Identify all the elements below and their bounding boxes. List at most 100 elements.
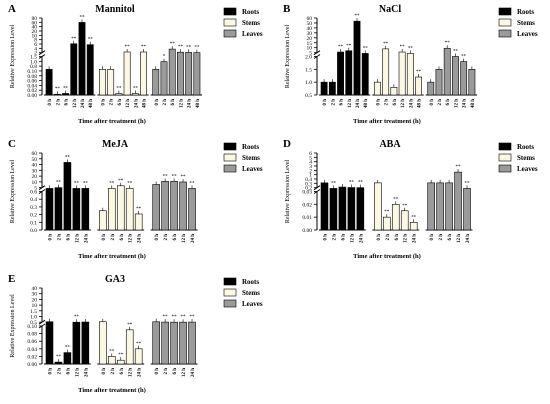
x-tick-label: 48 h bbox=[89, 99, 94, 108]
legend-swatch-leaves bbox=[223, 29, 237, 38]
x-tick-label: 6 h bbox=[173, 234, 178, 241]
x-tick-label: 6 h bbox=[340, 99, 345, 106]
bar bbox=[108, 188, 116, 231]
legend-label: Leaves bbox=[242, 300, 263, 308]
significance-label: ** bbox=[125, 45, 131, 50]
y-tick-label: 0.5 bbox=[305, 93, 312, 99]
significance-label: ** bbox=[136, 207, 142, 212]
significance-label: ** bbox=[63, 86, 69, 91]
y-axis-label: Relative Expression Level bbox=[10, 25, 16, 89]
significance-label: ** bbox=[408, 46, 414, 51]
y-tick-label: 0.00 bbox=[302, 228, 312, 234]
bar bbox=[78, 22, 86, 96]
legend: Roots Stems Leaves bbox=[223, 142, 263, 173]
x-tick-label: 24 h bbox=[84, 234, 89, 243]
x-tick-label: 48 h bbox=[143, 99, 148, 108]
x-tick-label: 24 h bbox=[466, 234, 471, 243]
bar bbox=[400, 210, 409, 231]
bar bbox=[353, 20, 361, 96]
x-tick-label: 6 h bbox=[66, 368, 71, 375]
bar bbox=[62, 93, 69, 96]
significance-label: ** bbox=[74, 181, 80, 186]
x-tick-label: 2 h bbox=[56, 99, 61, 106]
x-tick-label: 12 h bbox=[457, 234, 462, 243]
significance-label: ** bbox=[190, 315, 196, 320]
y-tick-label: 50 bbox=[307, 21, 313, 27]
bar bbox=[63, 352, 72, 365]
significance-label: ** bbox=[118, 353, 124, 358]
legend-label: Leaves bbox=[517, 30, 538, 38]
legend-swatch-roots bbox=[223, 142, 237, 151]
y-tick-label: 40 bbox=[32, 25, 38, 31]
y-tick-label: 6 bbox=[309, 151, 312, 157]
y-tick-label: 0.6 bbox=[30, 190, 37, 196]
x-tick-label: 12 h bbox=[75, 234, 80, 243]
y-tick-label: 0.02 bbox=[27, 88, 37, 94]
bar bbox=[374, 182, 382, 231]
significance-label: ** bbox=[402, 204, 408, 209]
y-tick-label: 1.0 bbox=[305, 80, 312, 86]
x-axis-label: Time after treatment (h) bbox=[353, 118, 421, 125]
x-tick-label: 6 h bbox=[120, 368, 125, 375]
significance-label: ** bbox=[393, 197, 399, 202]
y-tick-label: 1.5 bbox=[30, 309, 37, 315]
significance-label: ** bbox=[109, 349, 115, 354]
bar bbox=[179, 321, 187, 365]
legend-label: Stems bbox=[242, 154, 260, 162]
bar bbox=[382, 48, 390, 96]
x-tick-label: 48 h bbox=[364, 99, 369, 108]
x-tick-label: 0 h bbox=[323, 234, 328, 241]
legend-swatch-stems bbox=[223, 153, 237, 162]
y-tick-label: 1.0 bbox=[30, 59, 37, 65]
y-tick-label: 0.2 bbox=[305, 186, 312, 192]
x-tick-label: 0 h bbox=[155, 234, 160, 241]
y-tick-label: 5 bbox=[309, 51, 312, 57]
significance-label: ** bbox=[346, 44, 352, 49]
y-tick-label: 2 bbox=[34, 51, 37, 57]
bar bbox=[435, 69, 443, 96]
bar bbox=[140, 51, 147, 96]
y-tick-label: 4 bbox=[309, 160, 312, 166]
x-tick-label: 6 h bbox=[173, 368, 178, 375]
bar bbox=[125, 188, 134, 231]
panel-letter: C bbox=[8, 138, 16, 150]
legend-swatch-roots bbox=[498, 7, 512, 16]
x-tick-label: 24 h bbox=[359, 234, 364, 243]
significance-label: ** bbox=[194, 46, 200, 51]
significance-label: ** bbox=[170, 42, 176, 47]
x-tick-label: 0 h bbox=[102, 368, 107, 375]
x-tick-label: 6 h bbox=[395, 234, 400, 241]
y-tick-label: 0.2 bbox=[30, 213, 37, 219]
y-tick-label: 0.02 bbox=[27, 354, 37, 360]
x-tick-label: 24 h bbox=[134, 99, 139, 108]
x-tick-label: 0 h bbox=[376, 99, 381, 106]
bar bbox=[72, 321, 81, 365]
y-tick-label: 30 bbox=[307, 31, 313, 37]
legend-swatch-leaves bbox=[498, 164, 512, 173]
significance-label: ** bbox=[55, 87, 61, 92]
bar bbox=[179, 181, 187, 231]
chart-title: NaCl bbox=[379, 4, 401, 15]
x-tick-label: 2 h bbox=[164, 234, 169, 241]
panel-letter: A bbox=[8, 3, 16, 15]
y-tick-label: 50 bbox=[32, 157, 38, 163]
x-tick-label: 0 h bbox=[430, 99, 435, 106]
significance-label: ** bbox=[163, 174, 169, 179]
bar bbox=[152, 184, 160, 231]
y-tick-label: 10 bbox=[307, 46, 313, 52]
significance-label: ** bbox=[136, 342, 142, 347]
legend-label: Leaves bbox=[517, 165, 538, 173]
bar bbox=[123, 51, 131, 96]
x-tick-label: 24 h bbox=[84, 368, 89, 377]
legend-swatch-leaves bbox=[498, 29, 512, 38]
bar bbox=[168, 48, 176, 96]
y-tick-label: 20 bbox=[307, 36, 313, 42]
legend-swatch-leaves bbox=[223, 299, 237, 308]
bar bbox=[188, 188, 196, 231]
chart-panel-A: A Mannitol 806040201086421.51.00.80.100.08… bbox=[8, 3, 263, 125]
y-tick-label: 0.06 bbox=[27, 79, 37, 85]
bar bbox=[193, 52, 201, 96]
y-tick-label: 0.3 bbox=[305, 181, 312, 187]
